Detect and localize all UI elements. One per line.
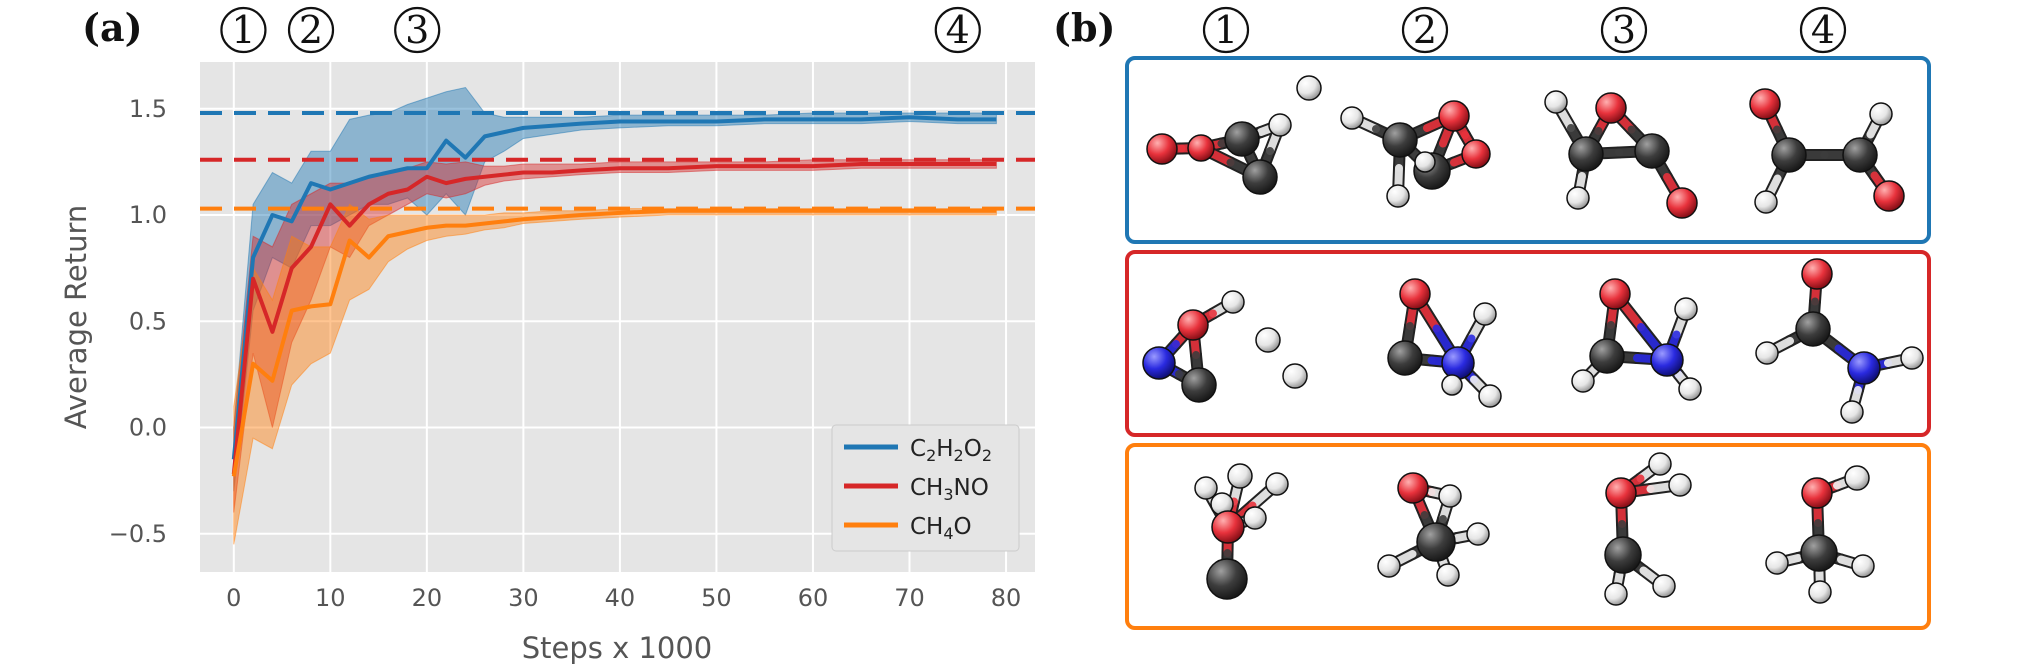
y-tick-label: −0.5 (109, 520, 167, 548)
molecule-r1-c4 (1749, 88, 1905, 214)
x-tick-label: 50 (701, 584, 732, 612)
molecule-r1-c2 (1340, 100, 1491, 208)
panel-a-label: (a) (82, 5, 143, 50)
molecule-column-labels: 1 2 3 4 (1202, 6, 1847, 54)
svg-text:3: 3 (1612, 8, 1636, 52)
svg-text:1: 1 (1214, 8, 1238, 52)
molecule-r3-c2 (1377, 472, 1490, 587)
x-tick-label: 10 (315, 584, 346, 612)
panel-b: (b) 1 2 3 4 (1053, 5, 1931, 630)
x-tick-label: 80 (991, 584, 1022, 612)
molecule-row-ch3no-frame (1125, 250, 1931, 437)
y-tick-label: 0.0 (129, 414, 167, 442)
legend-label-c2h2o2: C2H2O2 (910, 436, 992, 465)
reference-lines (200, 111, 1035, 211)
legend-label-ch3no: CH3NO (910, 475, 989, 504)
y-axis-title: Average Return (59, 205, 93, 430)
y-tick-label: 1.0 (129, 201, 167, 229)
svg-text:4: 4 (946, 8, 970, 52)
legend-label-ch4o: CH4O (910, 514, 972, 543)
molecule-column-label-4: 4 (1799, 6, 1847, 54)
svg-text:1: 1 (231, 8, 255, 52)
x-tick-label: 70 (894, 584, 925, 612)
band-ch4o (233, 203, 997, 545)
molecule-row-ch4o-frame (1125, 443, 1931, 630)
molecule-column-label-3: 3 (1600, 6, 1648, 54)
legend-box (831, 424, 1020, 552)
molecule-r2-c1 (1142, 290, 1308, 403)
molecule-r2-c3 (1571, 278, 1702, 401)
molecule-r2-c4 (1755, 258, 1924, 424)
svg-text:3: 3 (405, 8, 429, 52)
step-marker-1: 1 (220, 6, 267, 54)
legend: C2H2O2 CH3NO CH4O (831, 424, 1020, 552)
molecule-r3-c3 (1604, 452, 1692, 606)
x-tick-label: 60 (798, 584, 829, 612)
step-marker-4: 4 (934, 6, 981, 54)
y-tick-labels: −0.5 0.0 0.5 1.0 1.5 (109, 95, 167, 548)
molecule-r3-c1 (1194, 463, 1289, 600)
molecule-r1-c1 (1146, 75, 1322, 195)
panel-b-label: (b) (1053, 5, 1116, 50)
band-c2h2o2 (233, 86, 997, 492)
svg-text:2: 2 (299, 8, 323, 52)
step-marker-2: 2 (287, 6, 335, 54)
molecule-renderings (1142, 75, 1924, 606)
x-tick-labels: 0 10 20 30 40 50 60 70 80 (226, 584, 1021, 612)
molecule-row-c2h2o2-frame (1125, 56, 1931, 244)
x-tick-label: 0 (226, 584, 241, 612)
series-line-ch4o (231, 208, 997, 477)
molecule-r2-c2 (1387, 278, 1502, 408)
x-tick-label: 40 (605, 584, 636, 612)
series-line-c2h2o2 (231, 115, 997, 460)
molecule-column-label-2: 2 (1401, 6, 1449, 54)
step-marker-3: 3 (394, 6, 441, 54)
y-tick-label: 1.5 (129, 95, 167, 123)
molecule-r1-c3 (1544, 90, 1698, 219)
series-lines (231, 115, 997, 477)
molecule-r3-c4 (1765, 465, 1875, 604)
y-tick-label: 0.5 (129, 307, 167, 335)
x-tick-label: 20 (412, 584, 443, 612)
svg-text:2: 2 (1413, 8, 1437, 52)
x-tick-label: 30 (508, 584, 539, 612)
x-axis-title: Steps x 1000 (522, 631, 713, 665)
molecule-column-label-1: 1 (1202, 6, 1250, 54)
series-line-ch3no (231, 162, 997, 475)
svg-text:4: 4 (1811, 8, 1835, 52)
